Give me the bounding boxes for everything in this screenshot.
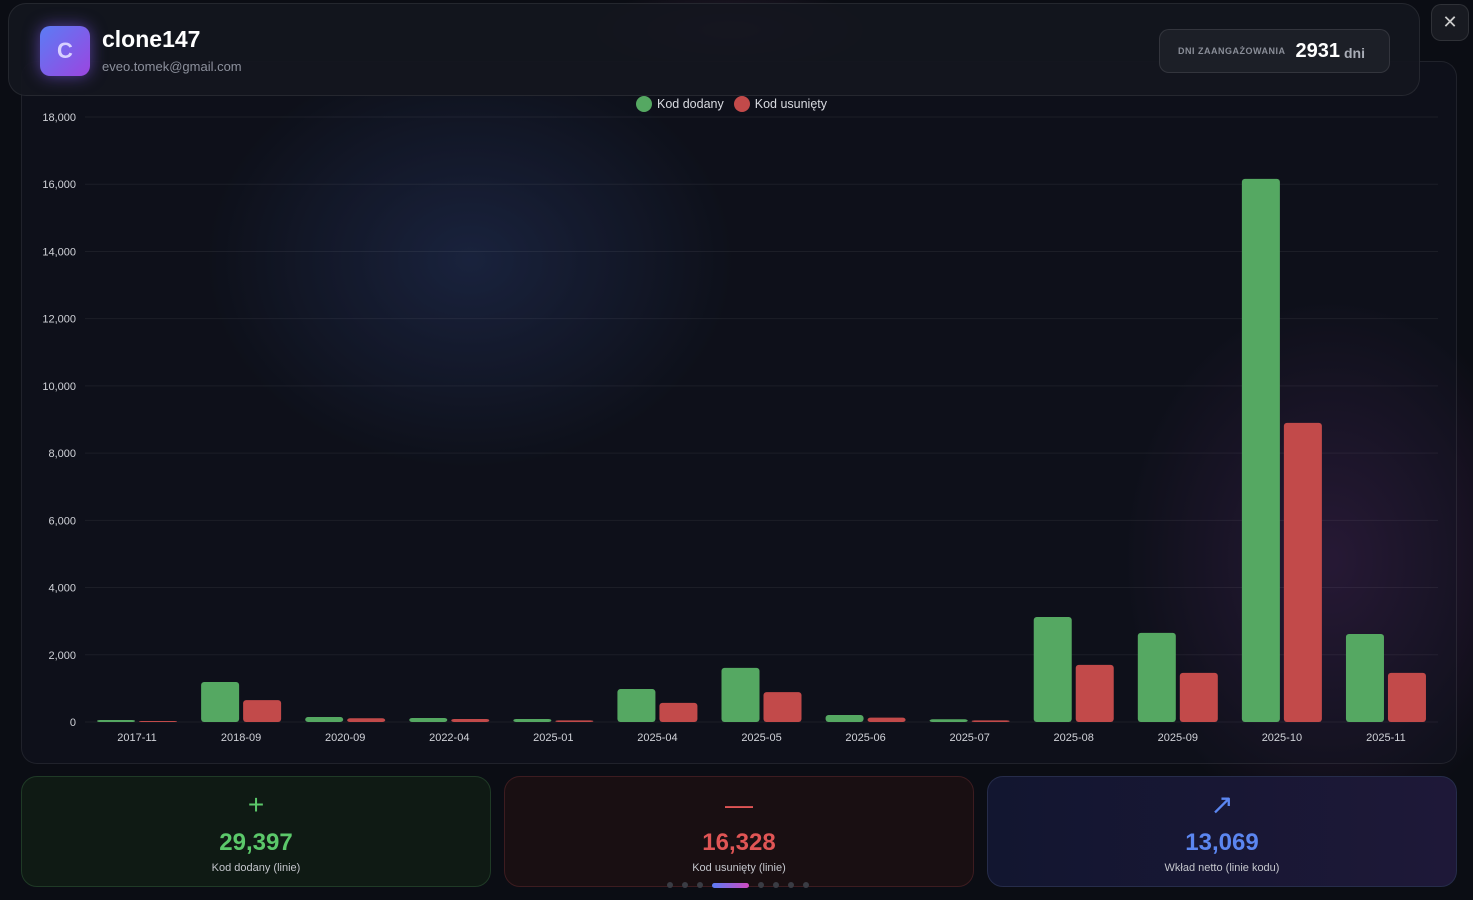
x-tick-label: 2025-04 xyxy=(637,732,677,744)
stat-card-removed: — 16,328 Kod usunięty (linie) xyxy=(504,776,974,887)
stat-label: Kod usunięty (linie) xyxy=(692,862,786,874)
bar-removed[interactable] xyxy=(659,702,698,722)
bar-added[interactable] xyxy=(929,719,968,722)
close-button[interactable]: ✕ xyxy=(1431,4,1469,41)
stat-value: 29,397 xyxy=(219,829,293,856)
page-dot[interactable] xyxy=(667,882,673,888)
stat-card-added: + 29,397 Kod dodany (linie) xyxy=(21,776,491,887)
avatar: C xyxy=(40,26,90,76)
stat-value: 16,328 xyxy=(702,829,776,856)
close-icon: ✕ xyxy=(1442,12,1458,32)
bar-added[interactable] xyxy=(409,717,448,722)
bar-removed[interactable] xyxy=(1179,672,1218,722)
bar-removed[interactable] xyxy=(971,720,1010,722)
x-tick-label: 2025-09 xyxy=(1158,732,1198,744)
legend-item-added[interactable]: Kod dodany xyxy=(636,96,724,112)
bar-removed[interactable] xyxy=(139,720,178,722)
stat-label: Wkład netto (linie kodu) xyxy=(1164,862,1280,874)
x-tick-label: 2018-09 xyxy=(221,732,261,744)
y-tick-label: 10,000 xyxy=(42,381,76,393)
x-tick-label: 2025-10 xyxy=(1262,732,1302,744)
page-dot[interactable] xyxy=(682,882,688,888)
y-tick-label: 18,000 xyxy=(42,112,76,124)
bar-added[interactable] xyxy=(513,718,552,722)
bar-removed[interactable] xyxy=(1075,664,1114,722)
bar-added[interactable] xyxy=(825,714,864,722)
bar-added[interactable] xyxy=(305,716,344,722)
bar-removed[interactable] xyxy=(1283,422,1322,722)
days-label: DNI ZAANGAŻOWANIA xyxy=(1178,46,1286,56)
days-unit: dni xyxy=(1344,45,1365,61)
page-dot[interactable] xyxy=(697,882,703,888)
x-tick-label: 2017-11 xyxy=(117,732,157,744)
x-tick-label: 2025-11 xyxy=(1366,732,1406,744)
y-tick-label: 16,000 xyxy=(42,179,76,191)
trending-up-icon: ↗ xyxy=(1210,789,1234,820)
bar-removed[interactable] xyxy=(451,718,490,722)
bar-added[interactable] xyxy=(1033,616,1072,722)
y-tick-label: 8,000 xyxy=(48,448,76,460)
y-tick-label: 6,000 xyxy=(48,515,76,527)
page-dot[interactable] xyxy=(712,882,749,888)
user-email: eveo.tomek@gmail.com xyxy=(102,59,242,74)
minus-icon: — xyxy=(725,789,753,820)
bar-added[interactable] xyxy=(721,667,760,722)
x-tick-label: 2022-04 xyxy=(429,732,469,744)
days-value: 2931 xyxy=(1295,39,1341,62)
bar-added[interactable] xyxy=(617,689,656,722)
legend-item-removed[interactable]: Kod usunięty xyxy=(733,96,828,112)
username: clone147 xyxy=(102,26,201,52)
x-tick-label: 2025-01 xyxy=(533,732,573,744)
bar-removed[interactable] xyxy=(763,692,802,722)
legend-label: Kod usunięty xyxy=(754,97,828,111)
chart-legend: Kod dodany Kod usunięty xyxy=(636,96,827,112)
bar-removed[interactable] xyxy=(243,700,282,722)
x-tick-label: 2025-07 xyxy=(949,732,989,744)
x-tick-label: 2025-05 xyxy=(741,732,781,744)
x-tick-label: 2025-06 xyxy=(845,732,885,744)
bar-chart: 0 2,000 4,000 6,000 8,000 10,000 12,000 14,000 1… xyxy=(42,112,1438,744)
chart-card xyxy=(21,61,1457,764)
y-tick-label: 0 xyxy=(70,717,76,729)
bar-removed[interactable] xyxy=(347,718,386,722)
profile-header: C clone147 eveo.tomek@gmail.com DNI ZAAN… xyxy=(8,3,1420,96)
page-dot[interactable] xyxy=(773,882,779,888)
bar-added[interactable] xyxy=(97,719,136,722)
bar-added[interactable] xyxy=(1137,632,1176,722)
plus-icon: + xyxy=(247,789,265,820)
engagement-days-badge: DNI ZAANGAŻOWANIA 2931 dni xyxy=(1159,29,1390,73)
bar-added[interactable] xyxy=(1345,633,1384,722)
y-tick-label: 2,000 xyxy=(48,650,76,662)
page-dot[interactable] xyxy=(803,882,809,888)
y-tick-label: 4,000 xyxy=(48,583,76,595)
bar-removed[interactable] xyxy=(867,717,906,722)
stat-card-net: ↗ 13,069 Wkład netto (linie kodu) xyxy=(987,776,1457,887)
x-tick-label: 2025-08 xyxy=(1054,732,1094,744)
page-dot[interactable] xyxy=(758,882,764,888)
legend-label: Kod dodany xyxy=(657,97,724,111)
bar-removed[interactable] xyxy=(1387,672,1426,722)
y-tick-label: 14,000 xyxy=(42,246,76,258)
bar-added[interactable] xyxy=(1241,178,1280,722)
x-tick-label: 2020-09 xyxy=(325,732,365,744)
stat-value: 13,069 xyxy=(1185,829,1259,856)
y-tick-label: 12,000 xyxy=(42,314,76,326)
bar-added[interactable] xyxy=(201,682,240,722)
page-dot[interactable] xyxy=(788,882,794,888)
pagination-dots xyxy=(667,882,809,888)
bar-removed[interactable] xyxy=(555,720,594,722)
stat-label: Kod dodany (linie) xyxy=(211,862,301,874)
